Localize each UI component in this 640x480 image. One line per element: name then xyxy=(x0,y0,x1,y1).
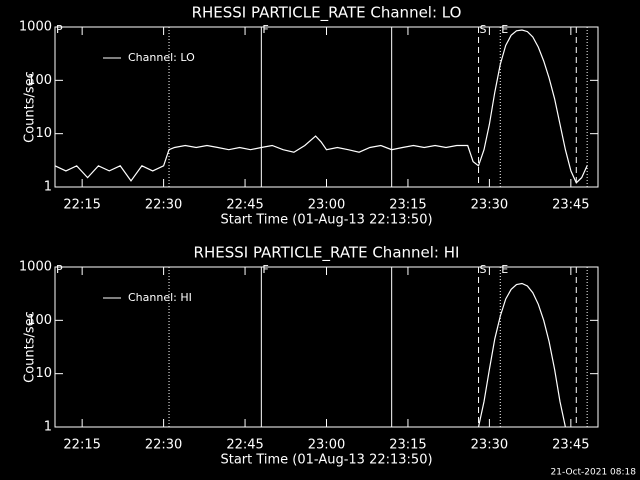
x-tick-label: 23:45 xyxy=(552,438,589,453)
x-tick-label: 23:30 xyxy=(471,438,508,453)
y-tick-label: 1 xyxy=(44,420,52,435)
x-tick-label: 23:15 xyxy=(389,198,426,213)
data-line xyxy=(54,29,588,184)
y-tick-label: 100 xyxy=(27,313,52,328)
y-tick-label: 1000 xyxy=(19,260,52,275)
x-tick-label: 22:30 xyxy=(145,198,182,213)
legend-label: Channel: LO xyxy=(128,51,195,64)
x-tick-label: 23:30 xyxy=(471,198,508,213)
footer: 21-Oct-2021 08:18 xyxy=(551,468,637,478)
x-tick-label: 23:45 xyxy=(552,198,589,213)
y-tick-label: 10 xyxy=(35,126,52,141)
x-tick-label: 23:15 xyxy=(389,438,426,453)
event-label: S xyxy=(480,23,487,36)
x-tick-label: 22:15 xyxy=(63,198,100,213)
event-label: P xyxy=(56,263,63,276)
event-label: E xyxy=(501,263,508,276)
event-label: S xyxy=(480,263,487,276)
event-label: P xyxy=(56,23,63,36)
event-label: E xyxy=(501,23,508,36)
x-tick-label: 22:45 xyxy=(226,198,263,213)
y-tick-label: 1000 xyxy=(19,20,52,35)
x-tick-label: 22:45 xyxy=(226,438,263,453)
data-line xyxy=(477,282,566,428)
x-axis-label: Start Time (01-Aug-13 22:13:50) xyxy=(220,213,432,228)
x-tick-label: 23:00 xyxy=(308,438,345,453)
x-axis-label: Start Time (01-Aug-13 22:13:50) xyxy=(220,453,432,468)
chart-title: RHESSI PARTICLE_RATE Channel: LO xyxy=(192,4,462,23)
x-tick-label: 22:15 xyxy=(63,438,100,453)
chart-title: RHESSI PARTICLE_RATE Channel: HI xyxy=(194,244,460,263)
event-label: F xyxy=(262,263,268,276)
legend-label: Channel: HI xyxy=(128,291,192,304)
y-axis-label: Counts/sec xyxy=(23,311,38,383)
x-tick-label: 22:30 xyxy=(145,438,182,453)
x-tick-label: 23:00 xyxy=(308,198,345,213)
y-tick-label: 10 xyxy=(35,366,52,381)
y-tick-label: 100 xyxy=(27,73,52,88)
y-tick-label: 1 xyxy=(44,180,52,195)
y-axis-label: Counts/sec xyxy=(23,71,38,143)
event-label: F xyxy=(262,23,268,36)
